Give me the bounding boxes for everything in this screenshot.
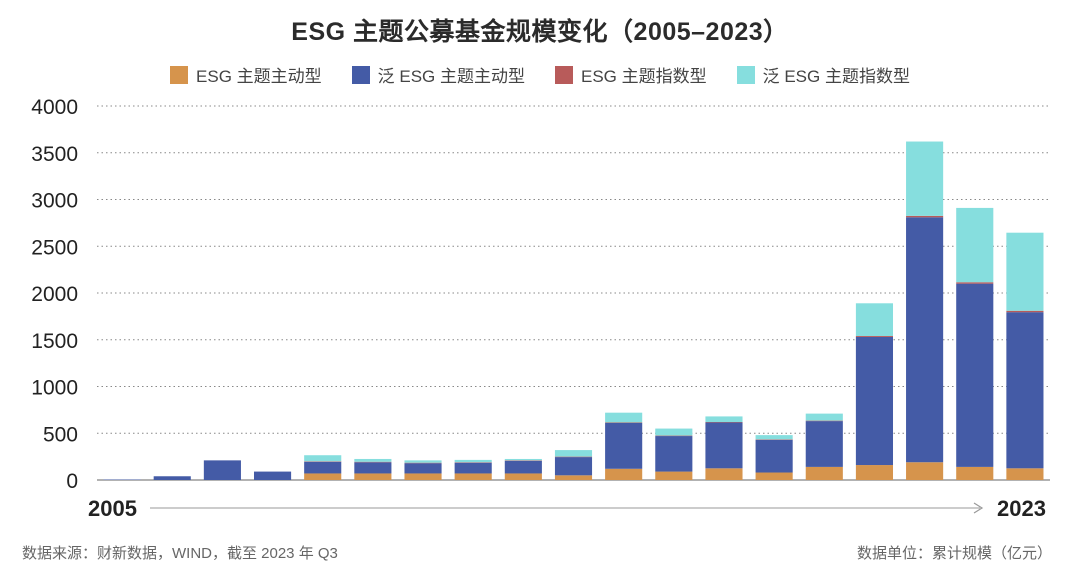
bar-segment-2009-series-0	[304, 473, 342, 480]
bar-segment-2021-series-1	[906, 217, 944, 463]
bar-segment-2018-series-0	[755, 472, 793, 480]
y-tick-label: 2500	[31, 236, 78, 259]
bar-segment-2012-series-1	[454, 462, 492, 474]
bar-segment-2015-series-0	[605, 468, 643, 480]
timeline-arrow-head	[973, 502, 984, 514]
legend-label: 泛 ESG 主题指数型	[762, 67, 910, 86]
bar-segment-2012-series-3	[454, 459, 492, 463]
bar-segment-2008-series-1	[253, 471, 292, 480]
bar-segment-2022-series-1	[956, 283, 994, 467]
legend-item-broad-esg-active: 泛 ESG 主题主动型	[351, 62, 525, 87]
x-end-label: 2023	[997, 496, 1046, 521]
bar-segment-2010-series-1	[354, 462, 392, 474]
bar-segment-2022-series-3	[956, 207, 994, 283]
bar-segment-2013-series-3	[504, 458, 542, 461]
bar-segment-2013-series-1	[504, 460, 542, 474]
bar-segment-2023-series-1	[1006, 312, 1044, 469]
y-tick-label: 1000	[31, 377, 78, 400]
x-start-label: 2005	[88, 496, 137, 521]
bar-segment-2014-series-1	[554, 457, 593, 476]
legend-label: 泛 ESG 主题主动型	[377, 67, 525, 86]
bar-segment-2020-series-0	[855, 465, 894, 480]
bar-segment-2012-series-0	[454, 473, 492, 480]
legend-swatch	[555, 65, 573, 84]
bar-segment-2006-series-1	[153, 476, 191, 480]
bar-segment-2022-series-2	[956, 282, 994, 284]
bar-segment-2019-series-1	[805, 421, 843, 467]
y-tick-label: 3500	[31, 143, 78, 166]
legend-label: ESG 主题指数型	[581, 67, 707, 86]
bar-segment-2019-series-0	[805, 466, 843, 480]
bar-segment-2017-series-1	[705, 422, 743, 469]
legend-item-broad-esg-index: 泛 ESG 主题指数型	[736, 62, 910, 87]
bar-segment-2017-series-0	[705, 468, 743, 480]
bar-segment-2007-series-1	[203, 460, 241, 480]
bar-segment-2021-series-2	[906, 215, 944, 218]
bar-segment-2009-series-1	[304, 461, 342, 474]
bar-segment-2023-series-0	[1006, 468, 1044, 480]
bar-segment-2020-series-2	[855, 336, 894, 337]
bar-segment-2011-series-0	[404, 473, 442, 480]
legend-swatch	[351, 65, 370, 84]
y-tick-label: 1500	[31, 330, 78, 353]
legend-item-esg-active: ESG 主题主动型	[170, 62, 322, 87]
data-unit-note: 数据单位：累计规模（亿元）	[856, 545, 1052, 562]
y-tick-label: 3000	[31, 190, 78, 213]
bar-segment-2015-series-3	[605, 412, 643, 423]
bar-segment-2015-series-1	[605, 422, 643, 469]
bar-segment-2013-series-0	[504, 473, 542, 480]
chart-title: ESG 主题公募基金规模变化（2005–2023）	[291, 18, 789, 46]
bar-segment-2014-series-3	[554, 450, 593, 457]
bar-segment-2020-series-3	[855, 303, 894, 337]
y-tick-label: 4000	[31, 96, 78, 119]
chart-legend: ESG 主题主动型 泛 ESG 主题主动型 ESG 主题指数型 泛 ESG 主题…	[0, 62, 1080, 87]
bar-segment-2019-series-3	[805, 413, 843, 421]
bar-segment-2011-series-1	[404, 463, 442, 474]
bar-segment-2011-series-3	[404, 460, 442, 463]
bar-segment-2021-series-0	[906, 462, 944, 480]
bar-segment-2022-series-0	[956, 466, 994, 480]
data-source-note: 数据来源：财新数据，WIND，截至 2023 年 Q3	[22, 545, 338, 562]
bar-segment-2016-series-0	[655, 471, 693, 480]
bar-segment-2018-series-3	[755, 435, 793, 440]
bar-segment-2023-series-2	[1006, 310, 1044, 313]
bar-segment-2016-series-1	[655, 436, 693, 472]
legend-swatch	[736, 65, 755, 84]
y-tick-label: 0	[66, 470, 78, 493]
legend-label: ESG 主题主动型	[196, 67, 322, 86]
y-tick-label: 2000	[31, 283, 78, 306]
bar-segment-2020-series-1	[855, 336, 894, 466]
bar-segment-2023-series-3	[1006, 232, 1044, 311]
bar-segment-2009-series-3	[304, 455, 342, 462]
legend-item-esg-index: ESG 主题指数型	[555, 62, 707, 87]
bar-segment-2018-series-1	[755, 439, 793, 473]
bar-segment-2010-series-0	[354, 473, 392, 480]
y-tick-label: 500	[43, 423, 78, 446]
bar-segment-2010-series-3	[354, 458, 392, 462]
bar-segment-2014-series-0	[554, 475, 593, 480]
bar-segment-2017-series-3	[705, 416, 743, 423]
legend-swatch	[170, 65, 189, 84]
bar-segment-2021-series-3	[906, 141, 944, 216]
bar-segment-2016-series-3	[655, 428, 693, 436]
